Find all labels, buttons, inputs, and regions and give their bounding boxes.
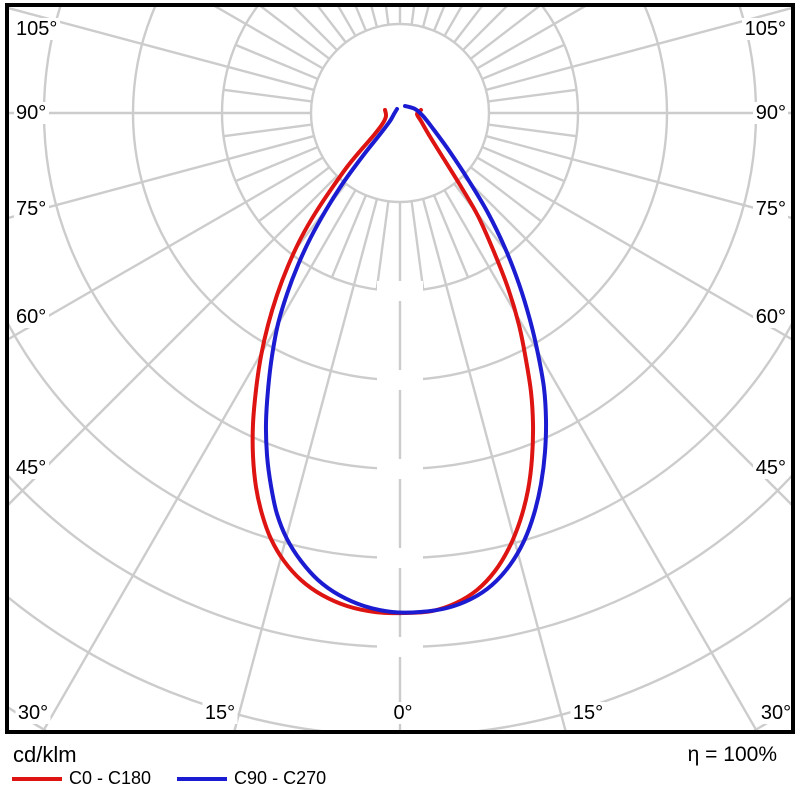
angle-label-backdrop bbox=[753, 198, 788, 220]
angle-label: 45° bbox=[756, 457, 786, 479]
grid-spoke bbox=[9, 156, 324, 341]
legend-label-c0-c180: C0 - C180 bbox=[69, 768, 152, 788]
angle-label: 60° bbox=[756, 306, 786, 328]
curve-c0-c180 bbox=[250, 108, 536, 616]
legend-swatch-red-line bbox=[12, 776, 62, 781]
grid-spoke bbox=[233, 198, 379, 730]
angle-label-backdrop bbox=[391, 702, 415, 724]
ring-value-blank-box bbox=[377, 281, 423, 301]
ring-value-blank-box bbox=[377, 548, 423, 568]
grid-spoke bbox=[476, 156, 791, 341]
grid-spoke bbox=[223, 123, 312, 138]
angle-label: 45° bbox=[16, 457, 46, 479]
grid-spoke bbox=[488, 123, 577, 138]
grid-spoke bbox=[481, 43, 565, 81]
angle-label-backdrop bbox=[570, 702, 606, 724]
grid-spoke bbox=[9, 175, 338, 506]
grid-spoke bbox=[354, 7, 368, 32]
grid-spoke bbox=[485, 7, 791, 92]
grid-spoke bbox=[42, 189, 357, 730]
efficiency-label: η = 100% bbox=[687, 743, 777, 766]
grid-spoke bbox=[235, 43, 319, 81]
grid-spoke bbox=[421, 198, 567, 730]
grid-spoke bbox=[410, 7, 416, 25]
angle-label: 30° bbox=[761, 702, 791, 724]
ring-value-blank-box bbox=[377, 637, 423, 657]
grid-spoke bbox=[223, 88, 312, 103]
grid-spoke bbox=[469, 7, 541, 60]
grid-spoke bbox=[410, 201, 425, 290]
grid-spoke bbox=[469, 166, 542, 223]
angle-label-backdrop bbox=[758, 702, 791, 724]
grid-spoke bbox=[432, 7, 446, 32]
grid-spoke bbox=[9, 134, 315, 220]
angle-label: 90° bbox=[756, 102, 786, 124]
unit-label: cd/klm bbox=[13, 742, 77, 767]
grid-spoke bbox=[432, 194, 470, 278]
angle-label: 60° bbox=[16, 306, 46, 328]
grid-spoke bbox=[481, 145, 565, 183]
legend-label-c90-c270: C90 - C270 bbox=[234, 768, 327, 788]
angle-label: 15° bbox=[573, 702, 603, 724]
grid-spoke bbox=[235, 145, 319, 183]
angle-label-backdrop bbox=[202, 702, 238, 724]
angle-label-backdrop bbox=[753, 306, 788, 328]
curve-c90-c270 bbox=[263, 104, 549, 615]
angle-label-backdrop bbox=[14, 457, 49, 479]
grid-spoke bbox=[443, 189, 758, 730]
angle-label-backdrop bbox=[14, 198, 49, 220]
legend-swatch-blue-line bbox=[177, 776, 228, 781]
ring-value-blank-box bbox=[377, 459, 423, 479]
grid-spoke bbox=[258, 166, 331, 223]
angle-label: 105° bbox=[16, 18, 57, 40]
grid-spoke bbox=[317, 7, 347, 44]
plot-border bbox=[5, 3, 795, 734]
grid-spoke bbox=[485, 134, 791, 220]
ring-value-blank-box bbox=[377, 370, 423, 390]
grid-spoke bbox=[462, 175, 791, 506]
angle-label: 105° bbox=[745, 18, 786, 40]
grid-spoke bbox=[488, 88, 577, 103]
legend-item-c0-c180: C0 - C180 bbox=[12, 768, 177, 789]
angle-label-backdrop bbox=[14, 306, 49, 328]
angle-label: 15° bbox=[205, 702, 235, 724]
grid-spoke bbox=[330, 194, 368, 278]
angle-label-backdrop bbox=[753, 457, 788, 479]
angle-label: 30° bbox=[18, 702, 48, 724]
angle-label: 75° bbox=[756, 198, 786, 220]
angle-label: 0° bbox=[393, 702, 412, 724]
grid-spoke bbox=[375, 201, 390, 290]
polar-chart: 105° 90° 75° 60° 45° 105° 90° 75° 60° 45° 30° 15° 0°… bbox=[5, 3, 795, 734]
grid-ring bbox=[309, 22, 491, 204]
grid-spoke bbox=[9, 7, 315, 92]
legend: C0 - C180 C90 - C270 bbox=[12, 768, 352, 789]
angle-label: 90° bbox=[16, 102, 46, 124]
angle-label-backdrop bbox=[15, 702, 51, 724]
legend-item-c90-c270: C90 - C270 bbox=[177, 768, 352, 789]
angle-label-backdrop bbox=[742, 18, 788, 40]
polar-grid bbox=[9, 7, 791, 730]
grid-spoke bbox=[453, 7, 483, 44]
angle-label-backdrop bbox=[14, 102, 49, 124]
angle-label-backdrop bbox=[753, 102, 788, 124]
grid-spoke bbox=[259, 7, 331, 60]
angle-label-backdrop bbox=[14, 18, 60, 40]
grid-spoke bbox=[384, 7, 390, 25]
angle-label: 75° bbox=[16, 198, 46, 220]
